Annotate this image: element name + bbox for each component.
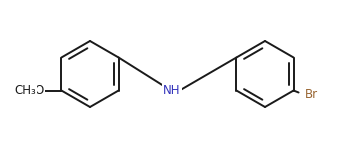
Text: O: O: [35, 84, 44, 97]
Text: Br: Br: [304, 88, 318, 101]
Text: CH₃: CH₃: [14, 84, 36, 97]
Text: NH: NH: [163, 83, 181, 97]
